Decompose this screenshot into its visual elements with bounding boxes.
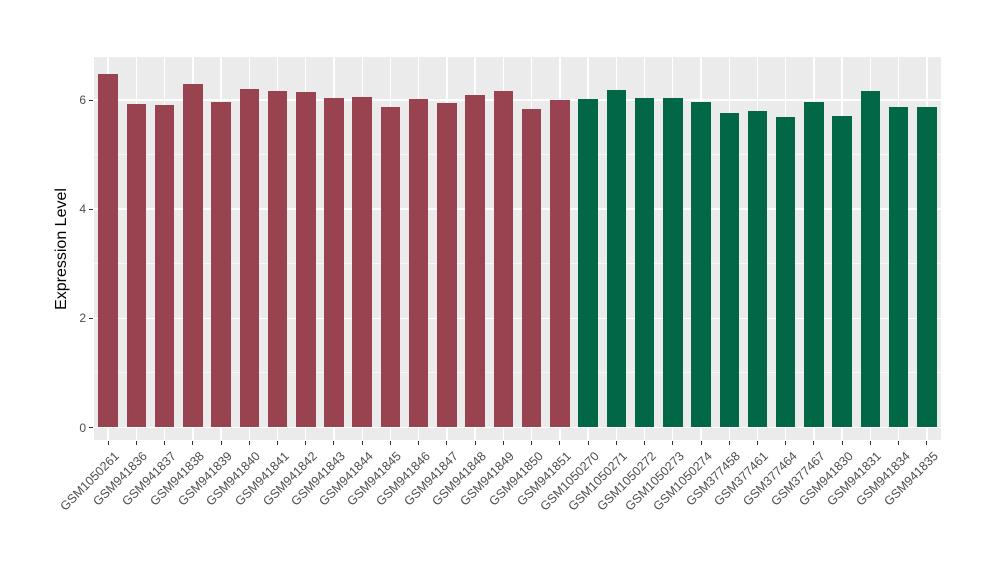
- minor-gridline: [94, 263, 941, 265]
- bar-GSM941840: [239, 88, 260, 428]
- bar-GSM941850: [521, 108, 542, 428]
- x-tick: [220, 441, 222, 445]
- plot-panel: [94, 57, 941, 440]
- bar-GSM1050273: [663, 97, 683, 428]
- bar-GSM941842: [296, 91, 316, 428]
- bar-GSM1050274: [691, 101, 711, 428]
- x-tick: [474, 441, 476, 445]
- minor-gridline: [94, 154, 941, 156]
- x-tick: [587, 441, 589, 445]
- bar-GSM377461: [747, 110, 768, 428]
- x-tick: [813, 441, 815, 445]
- x-tick: [361, 441, 363, 445]
- x-tick: [644, 441, 646, 445]
- bar-GSM941845: [380, 106, 401, 428]
- bar-GSM941851: [550, 100, 570, 428]
- x-tick: [785, 441, 787, 445]
- bar-GSM1050272: [634, 97, 655, 428]
- x-tick: [559, 441, 561, 445]
- x-tick: [700, 441, 702, 445]
- bar-GSM1050271: [606, 89, 627, 428]
- x-tick: [248, 441, 250, 445]
- bar-GSM941843: [324, 98, 344, 428]
- bar-GSM941847: [437, 102, 457, 428]
- x-tick: [869, 441, 871, 445]
- x-tick: [164, 441, 166, 445]
- x-tick: [305, 441, 307, 445]
- x-tick: [333, 441, 335, 445]
- x-tick: [898, 441, 900, 445]
- bar-GSM941834: [888, 106, 909, 428]
- bar-GSM941835: [917, 106, 937, 428]
- bar-GSM377467: [804, 101, 824, 428]
- x-tick: [841, 441, 843, 445]
- bar-GSM941838: [183, 84, 203, 428]
- minor-gridline: [94, 372, 941, 374]
- y-axis-title: Expression Level: [53, 188, 70, 310]
- bar-GSM1050261: [98, 73, 118, 428]
- x-tick: [277, 441, 279, 445]
- x-tick: [926, 441, 928, 445]
- y-tick-label: 4: [79, 202, 86, 217]
- y-tick: [89, 427, 93, 428]
- bar-GSM377464: [775, 116, 796, 428]
- x-tick: [531, 441, 533, 445]
- x-tick: [418, 441, 420, 445]
- major-gridline: [94, 426, 941, 429]
- y-tick: [89, 317, 93, 319]
- bar-GSM941841: [267, 90, 288, 428]
- bar-GSM941830: [832, 115, 852, 428]
- y-tick-label: 0: [79, 420, 86, 435]
- y-tick: [89, 99, 93, 101]
- x-tick: [389, 441, 391, 445]
- bar-GSM941846: [408, 98, 429, 428]
- x-tick: [672, 441, 674, 445]
- bar-GSM941836: [126, 104, 147, 428]
- y-tick: [89, 208, 93, 210]
- major-gridline: [94, 99, 941, 101]
- y-tick-label: 2: [79, 311, 86, 326]
- x-tick: [615, 441, 617, 445]
- bar-GSM941848: [465, 94, 485, 428]
- x-tick: [728, 441, 730, 445]
- bar-GSM377458: [719, 113, 739, 428]
- x-tick: [192, 441, 194, 445]
- x-tick: [446, 441, 448, 445]
- bar-GSM941839: [211, 102, 231, 428]
- bar-GSM941837: [154, 105, 175, 428]
- x-tick: [135, 441, 137, 445]
- major-gridline: [94, 317, 941, 320]
- x-tick: [756, 441, 758, 445]
- major-gridline: [94, 208, 941, 210]
- y-tick-label: 6: [79, 93, 86, 108]
- x-tick: [107, 441, 109, 445]
- bar-GSM941849: [493, 90, 514, 428]
- bar-GSM941844: [352, 96, 372, 428]
- bar-GSM1050270: [578, 98, 598, 428]
- x-tick: [502, 441, 504, 445]
- bar-GSM941831: [860, 90, 881, 428]
